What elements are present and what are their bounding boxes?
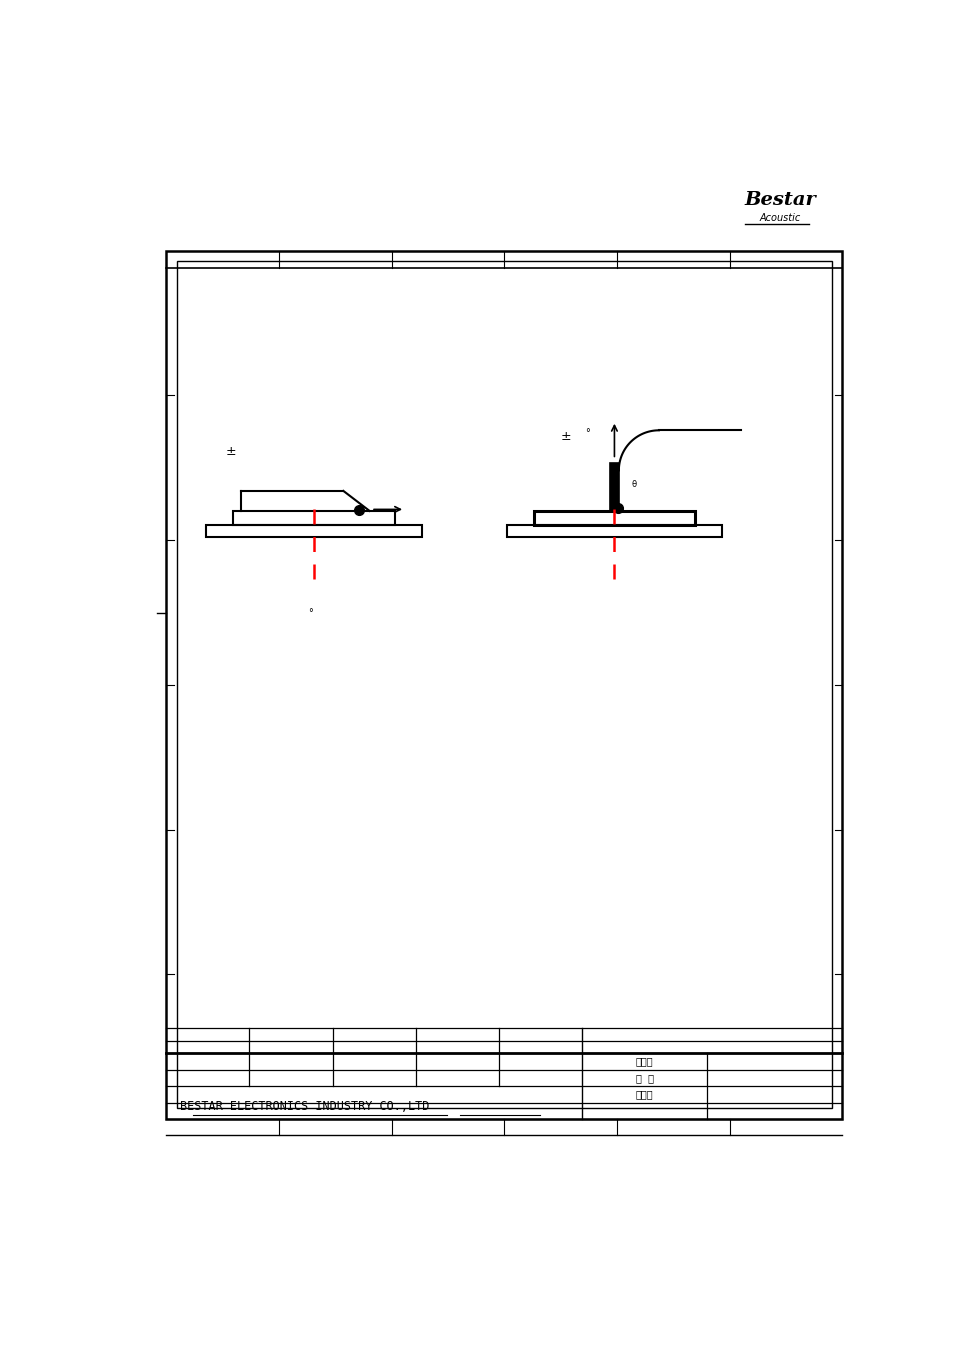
Bar bbox=[506, 524, 721, 538]
Text: 赵  山: 赵 山 bbox=[635, 1073, 653, 1084]
Text: °: ° bbox=[584, 428, 589, 438]
Bar bbox=[166, 251, 841, 1119]
Text: 汤浩君: 汤浩君 bbox=[635, 1056, 653, 1066]
Text: ±: ± bbox=[225, 444, 236, 458]
Text: ±: ± bbox=[560, 430, 571, 443]
Bar bbox=[206, 524, 421, 538]
Text: θ: θ bbox=[631, 480, 636, 489]
Bar bbox=[177, 262, 831, 1108]
Bar bbox=[609, 463, 618, 511]
Text: Bestar: Bestar bbox=[743, 190, 815, 209]
Text: 李红元: 李红元 bbox=[635, 1090, 653, 1100]
Text: Acoustic: Acoustic bbox=[759, 213, 800, 223]
Text: °: ° bbox=[308, 608, 313, 619]
Bar bbox=[533, 511, 695, 524]
Text: BESTAR ELECTRONICS INDUSTRY CO.,LTD: BESTAR ELECTRONICS INDUSTRY CO.,LTD bbox=[180, 1100, 429, 1113]
Bar bbox=[233, 511, 395, 524]
